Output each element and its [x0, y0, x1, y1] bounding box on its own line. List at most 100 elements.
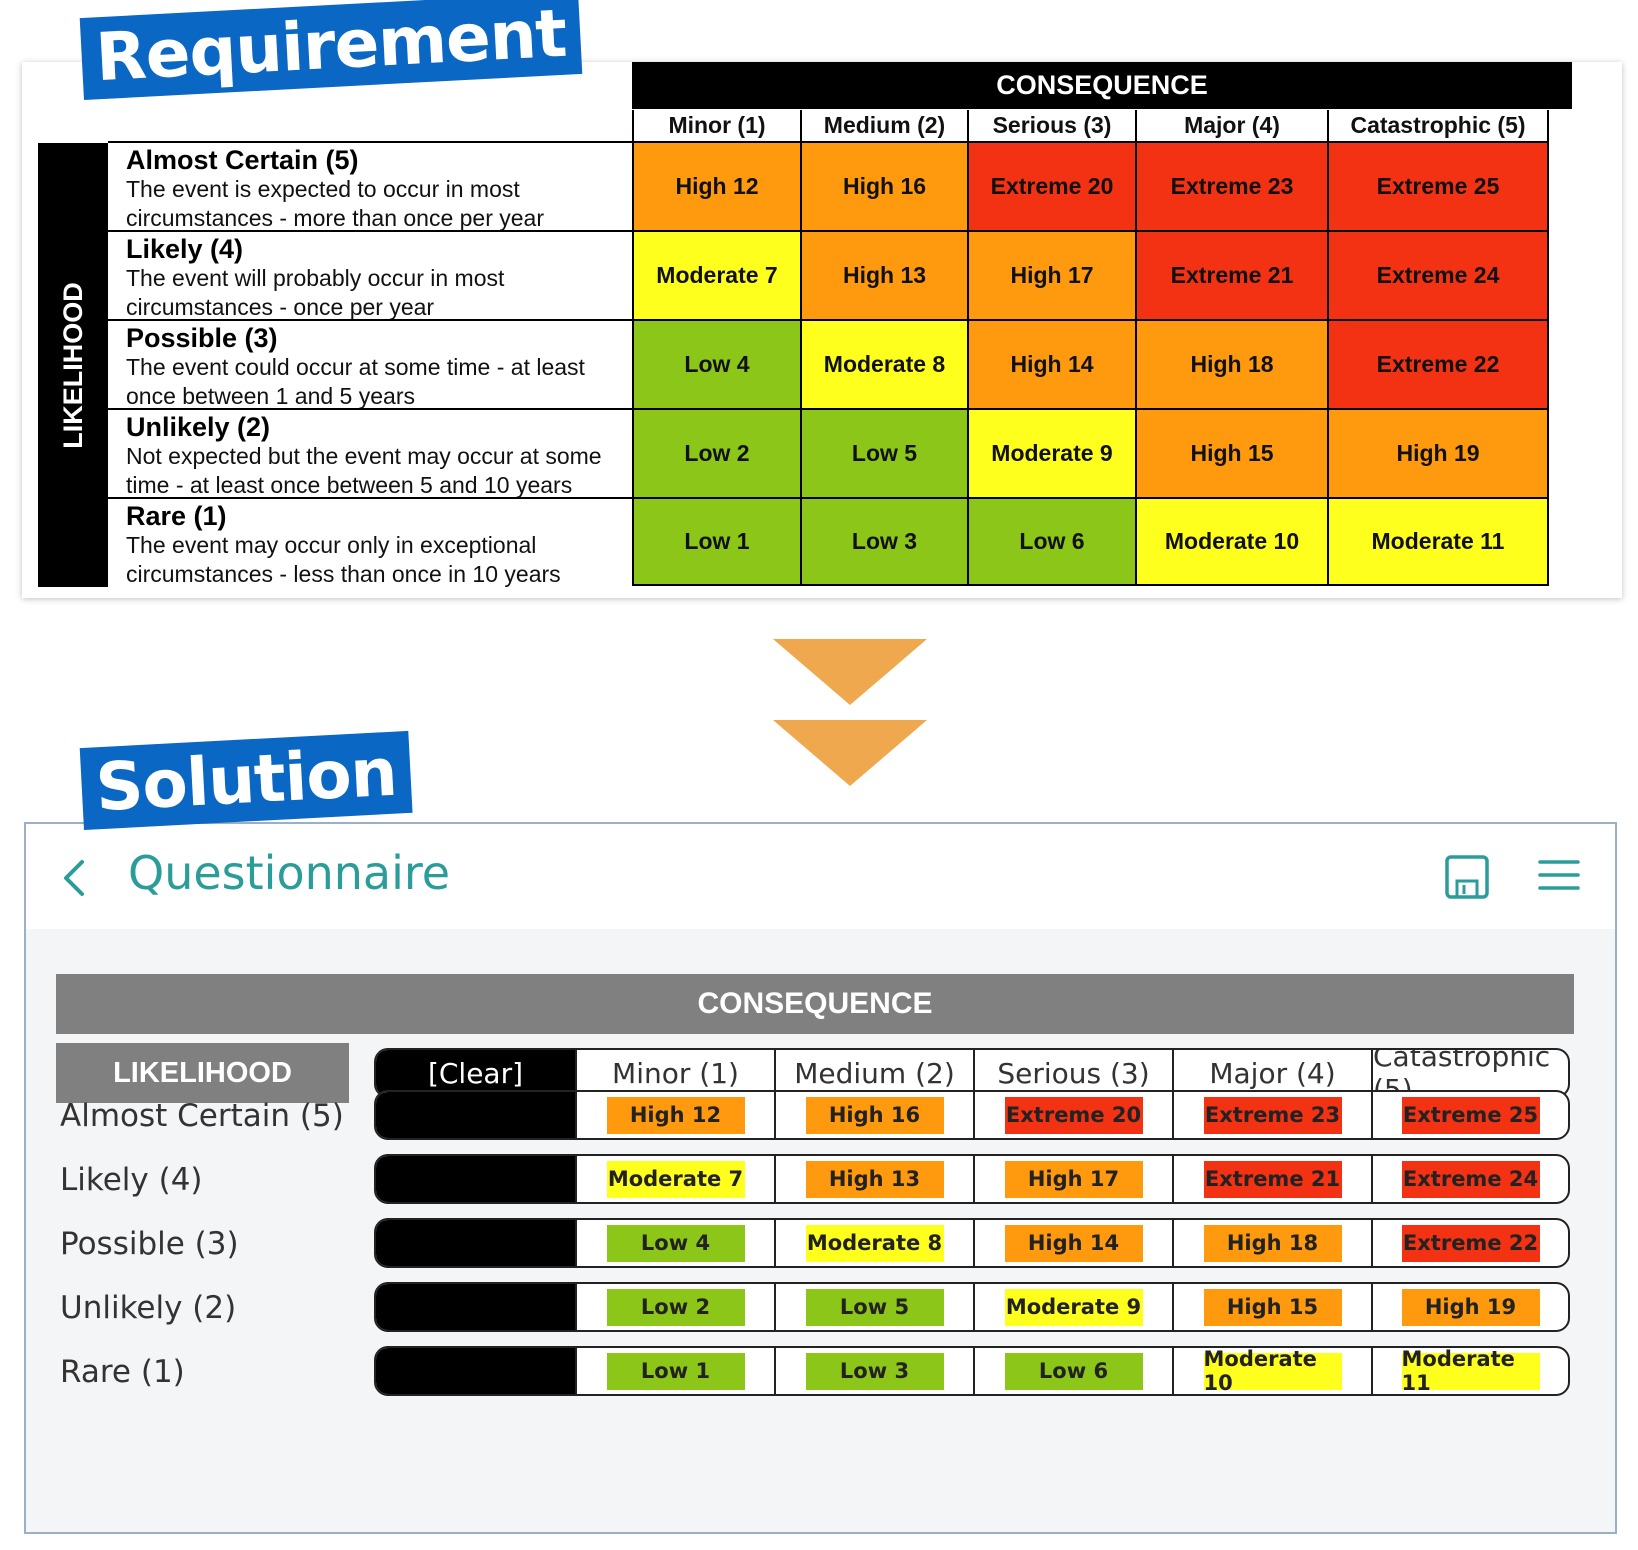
risk-cell: High 12 — [632, 141, 800, 230]
row-title: Likely (4) — [126, 234, 244, 264]
risk-chip: High 17 — [1004, 1160, 1143, 1198]
clear-segment[interactable] — [376, 1220, 575, 1266]
likelihood-option-row[interactable]: Low 1 Low 3 Low 6 Moderate 10 Moderate 1… — [374, 1346, 1570, 1396]
risk-option[interactable]: High 14 — [973, 1220, 1172, 1266]
risk-option[interactable]: Low 3 — [774, 1348, 973, 1394]
risk-option[interactable]: Low 6 — [973, 1348, 1172, 1394]
risk-option[interactable]: Extreme 20 — [973, 1092, 1172, 1138]
column-header: Minor (1) — [575, 1050, 774, 1096]
risk-option[interactable]: High 18 — [1172, 1220, 1371, 1266]
risk-option[interactable]: High 16 — [774, 1092, 973, 1138]
clear-button[interactable]: [Clear] — [376, 1050, 575, 1096]
risk-cell: Extreme 21 — [1135, 230, 1327, 319]
risk-option[interactable]: Moderate 9 — [973, 1284, 1172, 1330]
down-arrow-icon — [773, 639, 927, 705]
requirement-column-header: Medium (2) — [800, 110, 967, 143]
row-desc: circumstances - once per year — [126, 294, 435, 320]
requirement-row-description: Rare (1) The event may occur only in exc… — [108, 497, 653, 587]
row-desc: The event could occur at some time - at … — [126, 354, 585, 380]
risk-chip: Extreme 22 — [1401, 1224, 1540, 1262]
risk-option[interactable]: High 17 — [973, 1156, 1172, 1202]
risk-chip: Extreme 23 — [1203, 1096, 1342, 1134]
risk-chip: High 16 — [805, 1096, 944, 1134]
risk-option[interactable]: High 15 — [1172, 1284, 1371, 1330]
requirement-likelihood-label: LIKELIHOOD — [57, 281, 88, 449]
likelihood-option-row[interactable]: Moderate 7 High 13 High 17 Extreme 21 Ex… — [374, 1154, 1570, 1204]
risk-cell: Moderate 11 — [1327, 497, 1549, 586]
hamburger-menu-icon[interactable] — [1538, 858, 1580, 892]
risk-option[interactable]: Extreme 24 — [1371, 1156, 1568, 1202]
risk-option[interactable]: Extreme 21 — [1172, 1156, 1371, 1202]
risk-cell: Extreme 23 — [1135, 141, 1327, 230]
risk-chip: High 12 — [606, 1096, 745, 1134]
column-header-label: Major (4) — [1209, 1056, 1336, 1090]
risk-cell: Extreme 20 — [967, 141, 1135, 230]
risk-option[interactable]: High 12 — [575, 1092, 774, 1138]
risk-option[interactable]: Low 4 — [575, 1220, 774, 1266]
risk-option[interactable]: Extreme 22 — [1371, 1220, 1568, 1266]
row-desc: Not expected but the event may occur at … — [126, 443, 602, 469]
row-label: Unlikely (2) — [60, 1290, 237, 1326]
likelihood-option-row[interactable]: Low 2 Low 5 Moderate 9 High 15 High 19 — [374, 1282, 1570, 1332]
risk-option[interactable]: Low 2 — [575, 1284, 774, 1330]
risk-chip: Low 2 — [606, 1288, 745, 1326]
risk-option[interactable]: Moderate 10 — [1172, 1348, 1371, 1394]
risk-chip: High 13 — [805, 1160, 944, 1198]
app-title: Questionnaire — [128, 846, 451, 900]
likelihood-header: LIKELIHOOD — [56, 1043, 349, 1103]
risk-option[interactable]: Extreme 25 — [1371, 1092, 1568, 1138]
likelihood-option-row[interactable]: Low 4 Moderate 8 High 14 High 18 Extreme… — [374, 1218, 1570, 1268]
risk-chip: Extreme 24 — [1401, 1160, 1540, 1198]
likelihood-option-row[interactable]: High 12 High 16 Extreme 20 Extreme 23 Ex… — [374, 1090, 1570, 1140]
risk-cell: High 18 — [1135, 319, 1327, 408]
requirement-likelihood-bar: LIKELIHOOD — [38, 143, 108, 587]
risk-chip: Moderate 7 — [606, 1160, 745, 1198]
row-desc: The event is expected to occur in most — [126, 176, 520, 202]
down-arrow-icon — [773, 720, 927, 786]
risk-cell: Extreme 25 — [1327, 141, 1549, 230]
row-title: Rare (1) — [126, 501, 227, 531]
column-header: Medium (2) — [774, 1050, 973, 1096]
risk-cell: Moderate 8 — [800, 319, 967, 408]
risk-option[interactable]: Moderate 11 — [1371, 1348, 1568, 1394]
row-desc: once between 1 and 5 years — [126, 383, 415, 409]
back-chevron-icon[interactable] — [56, 858, 96, 898]
clear-segment[interactable] — [376, 1156, 575, 1202]
requirement-row-description: Possible (3) The event could occur at so… — [108, 319, 653, 409]
solution-app-window: Questionnaire CONSEQUENCE LIKELIHOOD [Cl… — [24, 822, 1617, 1534]
column-header-row: [Clear] Minor (1) Medium (2) Serious (3)… — [374, 1048, 1570, 1098]
save-icon[interactable] — [1444, 854, 1490, 900]
risk-cell: Extreme 22 — [1327, 319, 1549, 408]
risk-cell: Low 4 — [632, 319, 800, 408]
risk-option[interactable]: High 19 — [1371, 1284, 1568, 1330]
risk-cell: High 15 — [1135, 408, 1327, 497]
row-title: Unlikely (2) — [126, 412, 271, 442]
risk-cell: Low 6 — [967, 497, 1135, 586]
risk-option[interactable]: High 13 — [774, 1156, 973, 1202]
column-header-label: Minor (1) — [612, 1056, 739, 1090]
risk-cell: High 14 — [967, 319, 1135, 408]
clear-segment[interactable] — [376, 1348, 575, 1394]
risk-cell: Low 3 — [800, 497, 967, 586]
requirement-row-description: Almost Certain (5) The event is expected… — [108, 141, 653, 231]
column-header-label: Medium (2) — [794, 1056, 955, 1090]
risk-option[interactable]: Moderate 8 — [774, 1220, 973, 1266]
risk-cell: High 13 — [800, 230, 967, 319]
risk-cell: Moderate 7 — [632, 230, 800, 319]
clear-segment[interactable] — [376, 1284, 575, 1330]
clear-segment[interactable] — [376, 1092, 575, 1138]
risk-chip: Low 4 — [606, 1224, 745, 1262]
risk-chip: Moderate 8 — [805, 1224, 944, 1262]
risk-option[interactable]: Moderate 7 — [575, 1156, 774, 1202]
row-title: Possible (3) — [126, 323, 278, 353]
risk-chip: Extreme 20 — [1004, 1096, 1143, 1134]
requirement-consequence-header: CONSEQUENCE — [632, 62, 1572, 109]
app-top-bar: Questionnaire — [26, 824, 1615, 929]
column-header: Serious (3) — [973, 1050, 1172, 1096]
risk-option[interactable]: Extreme 23 — [1172, 1092, 1371, 1138]
requirement-column-header: Minor (1) — [632, 110, 800, 143]
risk-cell: Moderate 9 — [967, 408, 1135, 497]
risk-option[interactable]: Low 5 — [774, 1284, 973, 1330]
risk-option[interactable]: Low 1 — [575, 1348, 774, 1394]
solution-banner: Solution — [79, 730, 413, 830]
